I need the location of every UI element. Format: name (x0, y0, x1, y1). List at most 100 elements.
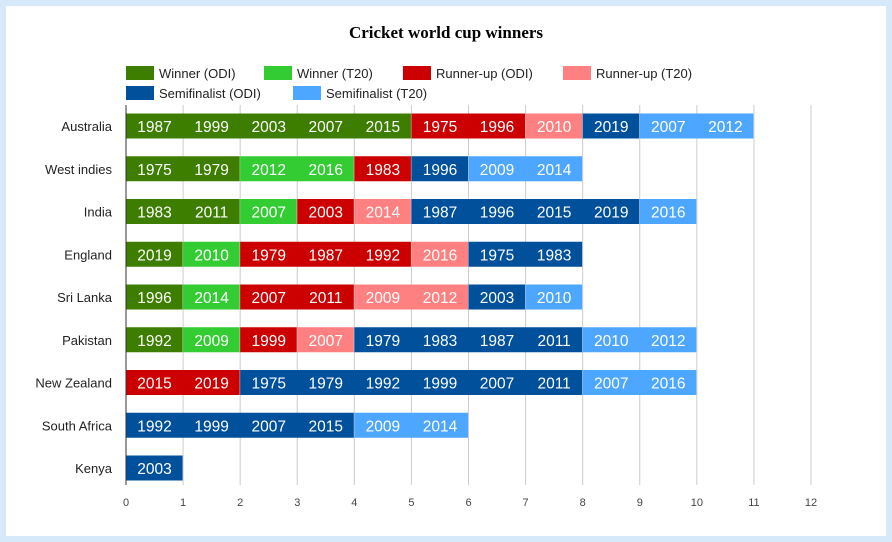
bar-data-label: 1975 (423, 119, 457, 136)
x-tick-label: 7 (523, 497, 529, 509)
bar-segment (240, 241, 411, 267)
bar-segment (297, 199, 354, 224)
bar-data-label: 2007 (251, 205, 285, 222)
bar-data-label: 1987 (137, 119, 171, 136)
y-category-label: Pakistan (62, 333, 112, 348)
bar-segment (411, 156, 468, 182)
bar-segment (240, 284, 354, 310)
bar-data-label: 2011 (309, 290, 342, 307)
bar-segment (240, 327, 297, 353)
bar-data-label: 2003 (251, 119, 285, 136)
bar-data-label: 2014 (366, 205, 401, 222)
chart-title: Cricket world cup winners (349, 23, 543, 42)
bar-segment (183, 284, 240, 310)
bar-segment (126, 113, 411, 139)
bar-data-label: 1987 (480, 333, 514, 350)
y-category-label: India (84, 205, 113, 220)
bar-data-label: 2007 (251, 290, 285, 307)
legend-label: Winner (T20) (297, 66, 373, 81)
bar-data-label: 2015 (537, 205, 571, 222)
bar-data-label: 1979 (251, 247, 285, 264)
bar-segment (354, 327, 583, 353)
bar-data-label: 1975 (480, 247, 514, 264)
bar-segment (411, 113, 526, 139)
bar-data-label: 2010 (537, 290, 572, 307)
bar-data-label: 1987 (309, 247, 343, 264)
bar-data-label: 2007 (651, 119, 685, 136)
bar-segment (126, 241, 183, 267)
bar-data-label: 2007 (309, 333, 343, 350)
bar-segment (297, 327, 354, 353)
bar-segment (354, 412, 468, 438)
bar-segment (126, 455, 183, 481)
bar-data-label: 2009 (194, 333, 228, 350)
bar-segment (639, 199, 697, 224)
bar-data-label: 1975 (137, 162, 171, 179)
bar-data-label: 1996 (137, 290, 171, 307)
bar-data-label: 2015 (366, 119, 400, 136)
y-category-label: Kenya (75, 461, 113, 476)
bar-data-label: 1983 (366, 162, 400, 179)
bar-data-label: 1992 (366, 247, 400, 264)
bar-data-label: 2019 (194, 376, 228, 393)
legend-label: Runner-up (ODI) (436, 66, 533, 81)
bar-segment (582, 113, 640, 139)
bar-data-label: 1979 (194, 162, 228, 179)
bar-data-label: 2015 (309, 418, 343, 435)
bar-data-label: 1996 (480, 119, 514, 136)
legend-swatch (563, 66, 591, 80)
bar-data-label: 1996 (423, 162, 457, 179)
bar-data-label: 1979 (366, 333, 400, 350)
bar-data-label: 1987 (423, 205, 457, 222)
bar-data-label: 2007 (594, 376, 628, 393)
legend-label: Winner (ODI) (159, 66, 236, 81)
bar-segment (354, 156, 411, 182)
bar-segment (240, 199, 297, 224)
bar-data-label: 1992 (137, 418, 171, 435)
x-tick-label: 9 (637, 497, 643, 509)
bar-data-label: 1983 (423, 333, 457, 350)
bar-data-label: 1996 (480, 205, 514, 222)
legend-swatch (293, 86, 321, 100)
y-category-label: South Africa (42, 418, 113, 433)
bar-data-label: 1975 (251, 376, 285, 393)
bar-data-label: 2010 (194, 247, 229, 264)
bar-data-label: 1983 (137, 205, 171, 222)
bar-data-label: 2019 (137, 247, 171, 264)
bar-segment (582, 327, 697, 353)
bar-data-label: 2007 (309, 119, 343, 136)
bar-segment (183, 241, 240, 267)
bar-data-label: 2007 (480, 376, 514, 393)
bar-data-label: 2009 (366, 418, 400, 435)
bar-segment (126, 412, 354, 438)
bar-data-label: 2012 (251, 162, 285, 179)
legend-swatch (126, 66, 154, 80)
bar-data-label: 2019 (594, 119, 628, 136)
bar-data-label: 2011 (537, 376, 570, 393)
x-tick-label: 3 (294, 497, 300, 509)
bar-segment (126, 199, 240, 224)
bar-data-label: 2009 (366, 290, 400, 307)
x-tick-label: 10 (691, 497, 703, 509)
bar-data-label: 2003 (309, 205, 343, 222)
x-tick-label: 2 (237, 497, 243, 509)
bar-data-label: 1999 (251, 333, 285, 350)
bar-segment (639, 113, 754, 139)
bar-segment (354, 284, 468, 310)
legend-swatch (264, 66, 292, 80)
x-tick-label: 0 (123, 497, 129, 509)
bar-segment (354, 199, 411, 224)
bar-data-label: 1983 (537, 247, 571, 264)
bar-segment (525, 113, 583, 139)
y-category-label: Sri Lanka (57, 290, 113, 305)
bar-data-label: 1999 (194, 418, 228, 435)
bar-segment (126, 284, 183, 310)
bar-data-label: 2007 (251, 418, 285, 435)
bar-data-label: 2012 (708, 119, 742, 136)
x-tick-label: 6 (465, 497, 471, 509)
bar-data-label: 2015 (137, 376, 171, 393)
bar-data-label: 2014 (194, 290, 229, 307)
legend-label: Semifinalist (T20) (326, 86, 427, 101)
x-tick-label: 4 (351, 497, 357, 509)
